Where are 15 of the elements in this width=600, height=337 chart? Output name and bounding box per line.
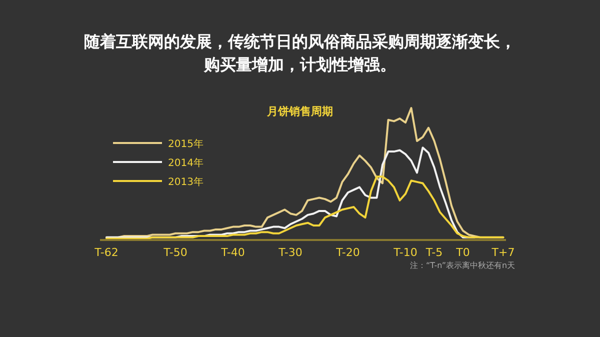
chart-subtitle: 月饼销售周期: [266, 105, 333, 118]
x-tick-label: T-20: [335, 246, 360, 259]
x-tick-label: T+7: [490, 246, 515, 259]
x-tick-label: T-5: [424, 246, 443, 259]
x-tick-label: T-40: [220, 246, 245, 259]
legend-label: 2015年: [168, 138, 204, 150]
x-tick-label: T-62: [94, 246, 118, 259]
legend-label: 2014年: [168, 157, 204, 169]
text: 注：“T-n”表示离中秋还有n天: [410, 261, 516, 270]
x-tick-label: T-50: [162, 246, 188, 259]
x-tick-label: T0: [455, 246, 470, 259]
legend-label: 2013年: [168, 176, 204, 188]
x-tick-label: T-30: [278, 246, 302, 259]
x-tick-label: T-10: [392, 246, 418, 259]
chart-title: 随着互联网的发展，传统节日的风俗商品采购周期逐渐变长，购买量增加，计划性增强。: [84, 32, 516, 74]
